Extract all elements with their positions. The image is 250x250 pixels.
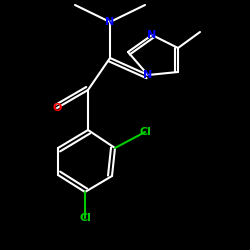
Text: N: N — [144, 70, 152, 80]
Text: O: O — [52, 103, 62, 113]
Text: Cl: Cl — [139, 127, 151, 137]
Text: N: N — [148, 30, 156, 40]
Text: Cl: Cl — [79, 213, 91, 223]
Text: N: N — [106, 17, 114, 27]
